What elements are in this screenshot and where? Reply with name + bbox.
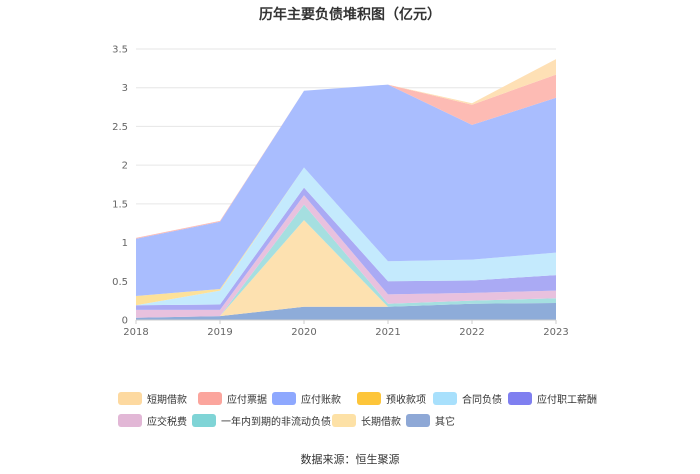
legend-label: 应付票据 bbox=[227, 394, 267, 406]
legend-label: 预收款项 bbox=[386, 394, 426, 406]
legend-item[interactable]: 应付账款 bbox=[272, 387, 357, 409]
area-series-group bbox=[136, 59, 556, 320]
legend-item[interactable]: 预收款项 bbox=[357, 387, 433, 409]
source-note: 数据来源：恒生聚源 bbox=[300, 453, 400, 466]
legend-swatch bbox=[118, 391, 142, 405]
y-tick-label: 1 bbox=[122, 238, 128, 249]
y-tick-label: 2.5 bbox=[112, 122, 128, 133]
area-series bbox=[136, 74, 556, 239]
legend-item[interactable]: 应付票据 bbox=[198, 387, 272, 409]
legend-swatch bbox=[508, 391, 532, 405]
x-tick-label: 2021 bbox=[375, 327, 400, 338]
legend-item[interactable]: 应交税费 bbox=[118, 409, 192, 431]
legend-swatch bbox=[332, 413, 356, 427]
legend-swatch bbox=[357, 391, 381, 405]
y-tick-label: 0 bbox=[122, 316, 128, 327]
y-tick-label: 1.5 bbox=[112, 199, 128, 210]
legend-label: 合同负债 bbox=[462, 394, 502, 406]
legend-item[interactable]: 长期借款 bbox=[332, 409, 406, 431]
area-series bbox=[136, 195, 556, 318]
legend-swatch bbox=[433, 391, 457, 405]
area-series bbox=[136, 204, 556, 318]
area-series bbox=[136, 303, 556, 320]
area-series bbox=[136, 167, 556, 306]
x-tick-label: 2022 bbox=[459, 327, 484, 338]
legend-label: 一年内到期的非流动负债 bbox=[221, 416, 331, 428]
legend-swatch bbox=[118, 413, 142, 427]
legend-item[interactable]: 一年内到期的非流动负债 bbox=[192, 409, 332, 431]
area-series bbox=[136, 220, 556, 318]
legend-label: 其它 bbox=[435, 416, 455, 428]
x-tick-label: 2023 bbox=[543, 327, 568, 338]
legend-label: 短期借款 bbox=[147, 394, 187, 406]
legend-row-2: 应交税费 一年内到期的非流动负债 长期借款 其它 bbox=[118, 409, 598, 431]
legend-label: 应付账款 bbox=[301, 394, 341, 406]
area-series bbox=[136, 187, 556, 310]
y-tick-label: 3.5 bbox=[112, 45, 128, 56]
legend-item[interactable]: 短期借款 bbox=[118, 387, 198, 409]
legend-label: 应付职工薪酬 bbox=[537, 394, 597, 406]
y-tick-label: 0.5 bbox=[112, 277, 128, 288]
legend-item[interactable]: 其它 bbox=[406, 409, 455, 431]
legend-swatch bbox=[198, 391, 222, 405]
x-tick-label: 2019 bbox=[207, 327, 232, 338]
legend-label: 应交税费 bbox=[147, 416, 187, 428]
x-tick-label: 2020 bbox=[291, 327, 316, 338]
legend-swatch bbox=[192, 413, 216, 427]
legend-row-1: 短期借款 应付票据 应付账款 预收款项 合同负债 应付职工薪酬 bbox=[118, 387, 598, 409]
legend-swatch bbox=[406, 413, 430, 427]
chart-title: 历年主要负债堆积图（亿元） bbox=[259, 7, 441, 23]
y-tick-label: 3 bbox=[122, 83, 128, 94]
x-tick-label: 2018 bbox=[123, 327, 148, 338]
legend-swatch bbox=[272, 391, 296, 405]
axes: 0 0.5 1 1.5 2 2.5 3 3.5 2018 2019 2020 2021 2022 2023 bbox=[112, 45, 569, 339]
legend-item[interactable]: 合同负债 bbox=[433, 387, 508, 409]
legend: 短期借款 应付票据 应付账款 预收款项 合同负债 应付职工薪酬 应交税费 bbox=[118, 387, 598, 431]
y-tick-label: 2 bbox=[122, 161, 128, 172]
legend-label: 长期借款 bbox=[361, 416, 401, 428]
legend-item[interactable]: 应付职工薪酬 bbox=[508, 387, 597, 409]
area-series bbox=[136, 84, 556, 296]
